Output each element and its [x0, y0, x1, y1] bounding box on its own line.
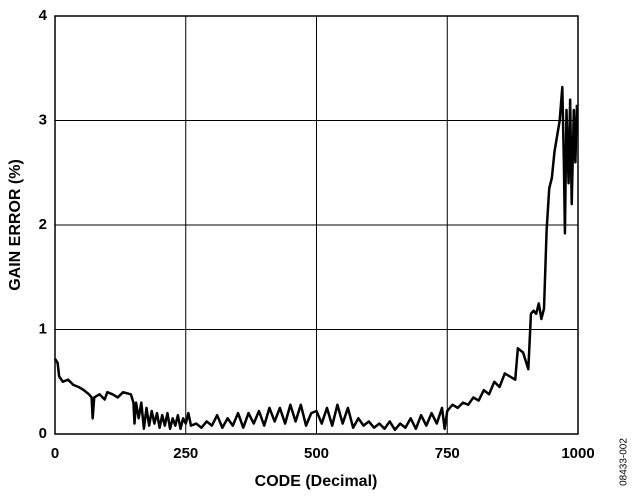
x-tick-label: 750: [435, 445, 460, 462]
y-axis-label: GAIN ERROR (%): [7, 159, 24, 291]
y-tick-label: 2: [39, 216, 47, 233]
y-tick-label: 1: [39, 320, 47, 337]
x-axis-label: CODE (Decimal): [255, 473, 378, 490]
y-tick-label: 0: [39, 425, 47, 442]
figure-id: 08433-002: [619, 438, 630, 486]
x-tick-label: 1000: [561, 445, 594, 462]
y-tick-label: 4: [39, 7, 48, 24]
y-tick-label: 3: [39, 111, 47, 128]
x-tick-label: 250: [173, 445, 198, 462]
x-tick-label: 500: [304, 445, 329, 462]
x-tick-label: 0: [51, 445, 59, 462]
data-line: [53, 85, 579, 432]
